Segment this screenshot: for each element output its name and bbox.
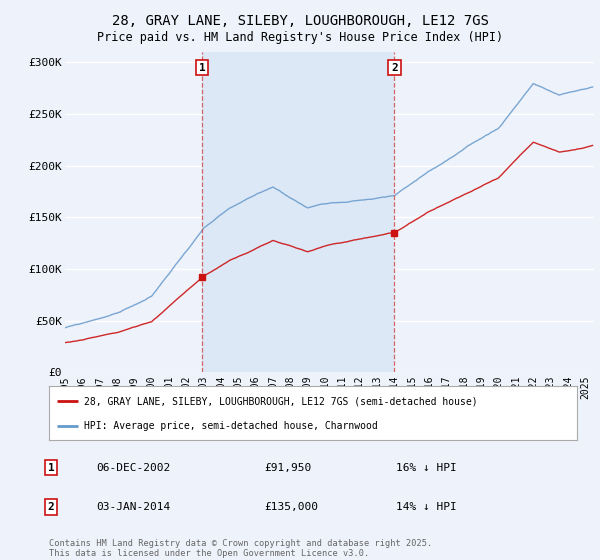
Text: £91,950: £91,950: [264, 463, 311, 473]
Text: 16% ↓ HPI: 16% ↓ HPI: [396, 463, 457, 473]
Text: Contains HM Land Registry data © Crown copyright and database right 2025.
This d: Contains HM Land Registry data © Crown c…: [49, 539, 433, 558]
Text: Price paid vs. HM Land Registry's House Price Index (HPI): Price paid vs. HM Land Registry's House …: [97, 31, 503, 44]
Text: 28, GRAY LANE, SILEBY, LOUGHBOROUGH, LE12 7GS: 28, GRAY LANE, SILEBY, LOUGHBOROUGH, LE1…: [112, 14, 488, 28]
Text: 2: 2: [47, 502, 55, 512]
Text: HPI: Average price, semi-detached house, Charnwood: HPI: Average price, semi-detached house,…: [83, 421, 377, 431]
Text: 1: 1: [199, 63, 206, 73]
Text: 1: 1: [47, 463, 55, 473]
Text: 06-DEC-2002: 06-DEC-2002: [96, 463, 170, 473]
Text: 28, GRAY LANE, SILEBY, LOUGHBOROUGH, LE12 7GS (semi-detached house): 28, GRAY LANE, SILEBY, LOUGHBOROUGH, LE1…: [83, 396, 477, 407]
Text: 14% ↓ HPI: 14% ↓ HPI: [396, 502, 457, 512]
Text: 2: 2: [391, 63, 398, 73]
Text: £135,000: £135,000: [264, 502, 318, 512]
Bar: [202, 52, 394, 372]
Text: 03-JAN-2014: 03-JAN-2014: [96, 502, 170, 512]
